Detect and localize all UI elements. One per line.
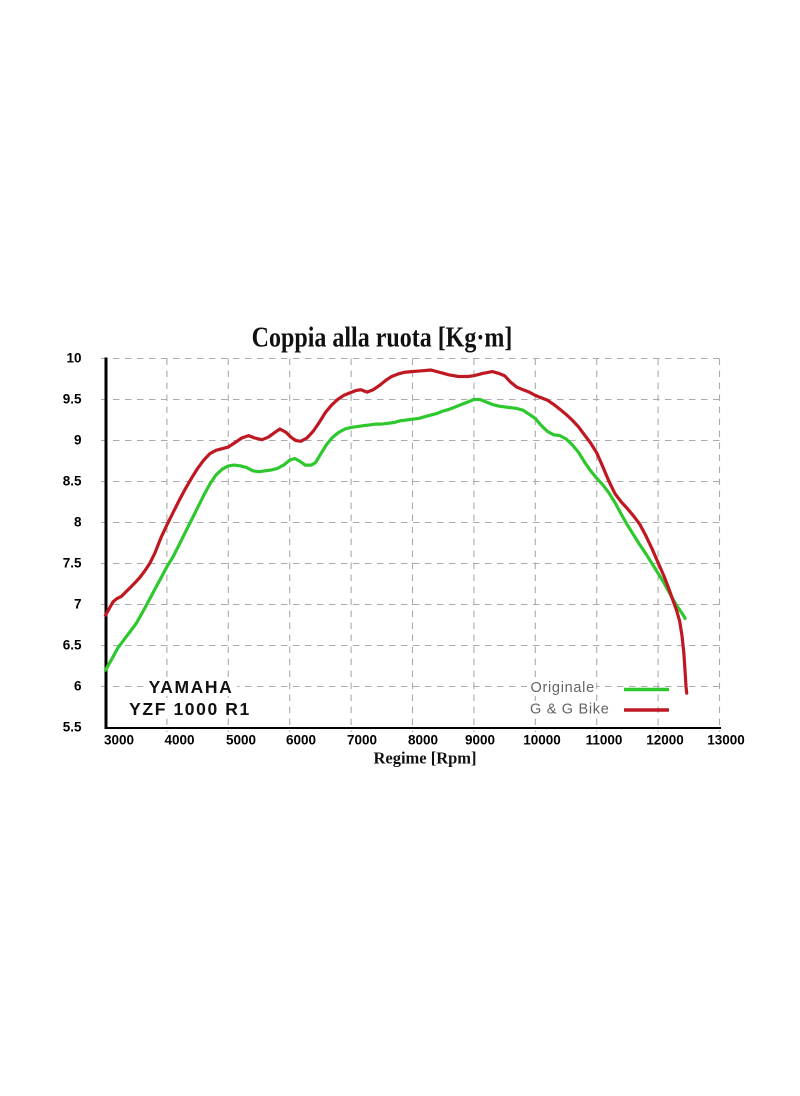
svg-text:5.5: 5.5: [63, 720, 82, 735]
svg-text:YAMAHA: YAMAHA: [149, 677, 234, 697]
svg-text:10000: 10000: [523, 733, 561, 748]
svg-text:G & G Bike: G & G Bike: [530, 702, 610, 718]
svg-text:8.5: 8.5: [63, 474, 82, 489]
svg-text:8000: 8000: [408, 733, 438, 748]
svg-text:4000: 4000: [164, 733, 194, 748]
svg-text:7000: 7000: [347, 733, 377, 748]
svg-text:Originale: Originale: [531, 680, 595, 696]
svg-text:6.5: 6.5: [63, 638, 82, 653]
svg-text:6: 6: [74, 679, 82, 694]
svg-text:6000: 6000: [286, 733, 316, 748]
svg-text:9.5: 9.5: [63, 392, 82, 407]
svg-text:YZF 1000 R1: YZF 1000 R1: [129, 699, 251, 719]
svg-text:12000: 12000: [646, 733, 684, 748]
svg-text:7.5: 7.5: [63, 556, 82, 571]
svg-text:10: 10: [66, 351, 81, 366]
svg-text:11000: 11000: [586, 733, 623, 748]
svg-text:3000: 3000: [104, 733, 134, 748]
svg-text:5000: 5000: [226, 733, 256, 748]
svg-text:9: 9: [74, 433, 82, 448]
svg-text:8: 8: [74, 515, 82, 530]
svg-text:Coppia alla ruota [Kg·m]: Coppia alla ruota [Kg·m]: [252, 320, 513, 353]
svg-text:9000: 9000: [465, 733, 495, 748]
svg-text:7: 7: [74, 597, 82, 612]
svg-text:Regime [Rpm]: Regime [Rpm]: [373, 749, 476, 768]
svg-text:13000: 13000: [707, 733, 745, 748]
